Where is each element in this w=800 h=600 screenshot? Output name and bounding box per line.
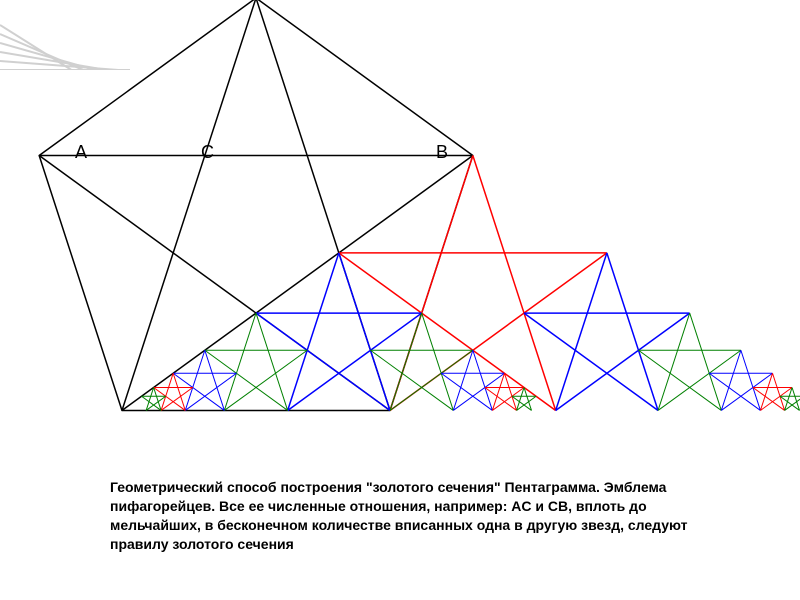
diagram-canvas: A B C xyxy=(0,0,800,470)
svg-text:B: B xyxy=(436,142,448,162)
caption-text: Геометрический способ построения "золото… xyxy=(110,478,710,554)
svg-text:A: A xyxy=(75,142,87,162)
svg-text:C: C xyxy=(201,142,214,162)
